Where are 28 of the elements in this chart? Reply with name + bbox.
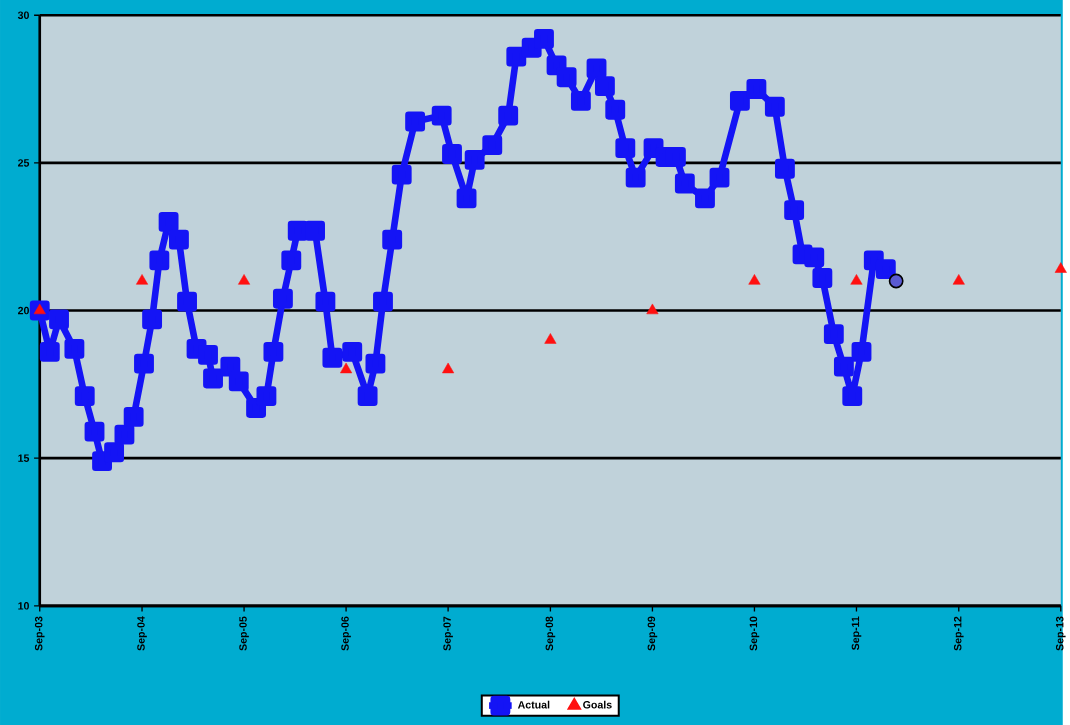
x-tick-label: Sep-08 xyxy=(545,616,556,651)
point xyxy=(340,362,353,374)
y-tick-label: 25 xyxy=(18,159,30,167)
point xyxy=(748,274,761,285)
point xyxy=(850,274,863,285)
x-tick-label: Sep-12 xyxy=(953,616,964,651)
x-tick-label: Sep-07 xyxy=(443,616,453,651)
x-tick-label: Sep-10 xyxy=(749,616,760,651)
point xyxy=(442,362,455,374)
y-tick-label: 15 xyxy=(18,454,30,462)
point xyxy=(952,274,965,285)
x-tick-label: Sep-09 xyxy=(647,616,658,651)
point xyxy=(136,274,149,285)
y-tick-label: 20 xyxy=(18,306,29,315)
x-tick-label: Sep-04 xyxy=(137,616,147,651)
y-tick-label: 10 xyxy=(18,602,29,610)
y-tick-label: 30 xyxy=(17,11,29,19)
x-tick-label: Sep-05 xyxy=(239,616,249,651)
x-tick-label: Sep-06 xyxy=(341,616,351,651)
point xyxy=(888,273,904,289)
point xyxy=(238,274,251,285)
legend-label: Actual xyxy=(517,700,550,709)
x-tick-label: Sep-13 xyxy=(1055,616,1066,651)
x-tick-label: Sep-11 xyxy=(851,616,862,651)
legend-label: Goals xyxy=(583,700,612,709)
point xyxy=(544,333,557,344)
x-tick-label: Sep-03 xyxy=(34,616,45,651)
point xyxy=(646,303,659,315)
